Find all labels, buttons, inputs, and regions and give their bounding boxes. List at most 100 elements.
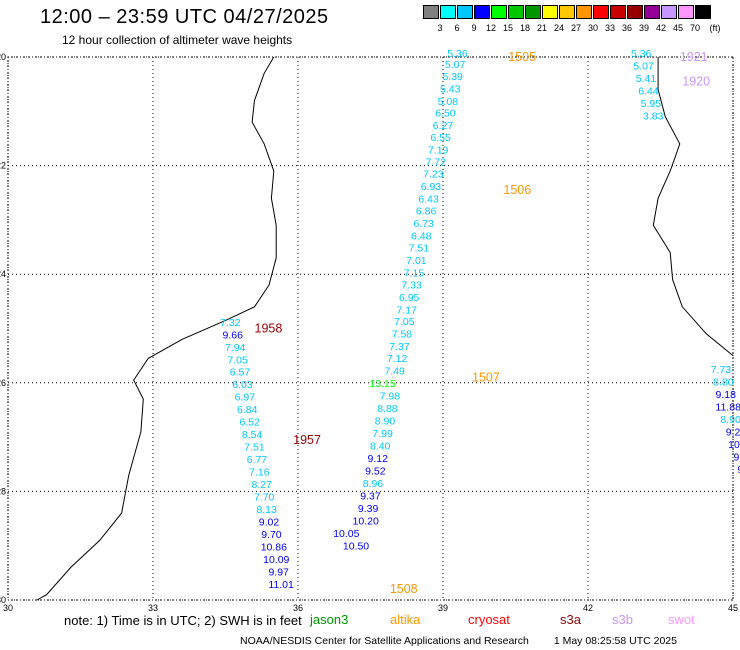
wave-height-label: 9.70 [261, 529, 282, 541]
longitude-tick-label: 30 [3, 603, 13, 613]
wave-height-label: 7.72 [426, 157, 447, 169]
legend-item-swot: swot [668, 612, 695, 627]
latitude-tick-label: -22 [0, 161, 6, 171]
colorbar-swatch [559, 5, 575, 19]
wave-height-label: 7.15 [404, 267, 425, 279]
legend-item-jason3: jason3 [310, 612, 349, 627]
pass-number-label: 1506 [503, 183, 531, 197]
wave-height-label: 9.66 [223, 329, 244, 341]
wave-height-label: 8.54 [242, 429, 263, 441]
wave-height-label: 8.40 [370, 441, 391, 453]
wave-height-label: 7.94 [225, 342, 246, 354]
colorbar-tick-label: 39 [638, 23, 649, 33]
pass-number-label: 1921 [680, 50, 708, 64]
longitude-tick-label: 45 [728, 603, 738, 613]
wave-height-label: 7.05 [394, 316, 415, 328]
longitude-tick-label: 33 [148, 603, 158, 613]
wave-height-label: 11.01 [268, 579, 294, 591]
wave-height-label: 7.01 [406, 255, 427, 267]
longitude-tick-label: 42 [583, 603, 593, 613]
wave-height-label: 5.43 [440, 83, 461, 95]
colorbar-swatch [440, 5, 456, 19]
wave-height-label: 8.96 [363, 478, 384, 490]
colorbar-swatch [576, 5, 592, 19]
wave-height-label: 8.13 [256, 504, 277, 516]
longitude-tick-label: 39 [438, 603, 448, 613]
wave-height-label: 6.57 [230, 367, 251, 379]
colorbar-swatch [423, 5, 439, 19]
wave-height-label: 7.73 [711, 364, 732, 376]
wave-height-label: 7.33 [401, 279, 422, 291]
wave-height-label: 10.50 [343, 541, 369, 553]
wave-height-label: 9.97 [268, 567, 289, 579]
wave-height-label: 7.98 [380, 391, 401, 403]
colorbar-swatch [695, 5, 711, 19]
wave-height-label: 10.05 [333, 528, 359, 540]
wave-height-label: 6.84 [237, 404, 258, 416]
wave-height-label: 9.12 [368, 453, 389, 465]
legend-item-cryosat: cryosat [468, 612, 510, 627]
colorbar-tick-label: 18 [519, 23, 530, 33]
wave-height-label: 7.12 [387, 353, 408, 365]
wave-height-label: 5.95 [641, 98, 662, 110]
note-text: note: 1) Time is in UTC; 2) SWH is in fe… [64, 613, 302, 628]
wave-height-label: 7.37 [389, 341, 410, 353]
colorbar-tick-label: 70 [689, 23, 700, 33]
colorbar-swatch [474, 5, 490, 19]
wave-height-label: 13.15 [369, 378, 395, 390]
wave-height-label: 5.07 [633, 60, 654, 72]
wave-height-label: 7.51 [409, 242, 430, 254]
colorbar-tick-label: 9 [471, 23, 477, 33]
wave-height-label: 5.07 [445, 59, 466, 71]
wave-height-label: 8.90 [720, 414, 740, 426]
wave-height-label: 5.41 [636, 73, 657, 85]
colorbar-tick-label: 33 [604, 23, 615, 33]
wave-height-label: 10.09 [263, 554, 289, 566]
pass-number-label: 1508 [390, 582, 418, 596]
madagascar-coastline [652, 57, 734, 356]
map-title: 12:00 – 23:59 UTC 04/27/2025 [40, 6, 329, 28]
wave-height-label: 7.32 [220, 317, 241, 329]
colorbar-tick-label: 3 [437, 23, 443, 33]
colorbar-swatch [627, 5, 643, 19]
wave-height-label: 6.55 [430, 132, 451, 144]
wave-height-label: 6.44 [638, 85, 659, 97]
wave-height-label: 8.90 [375, 416, 396, 428]
wave-height-label: 7.05 [227, 354, 248, 366]
colorbar-swatch [525, 5, 541, 19]
wave-height-label: 7.16 [249, 467, 270, 479]
legend-item-altika: altika [390, 612, 421, 627]
pass-number-label: 1507 [472, 370, 500, 384]
wave-height-label: 6.73 [413, 218, 434, 230]
wave-height-label: 6.93 [421, 181, 442, 193]
plot-frame [7, 56, 734, 601]
pass-number-label: 1505 [508, 50, 536, 64]
colorbar-swatch [508, 5, 524, 19]
wave-height-label: 6.03 [232, 379, 253, 391]
legend-item-s3a: s3a [560, 612, 581, 627]
wave-height-label: 10. [728, 439, 740, 451]
wave-height-label: 7.99 [372, 428, 393, 440]
wave-height-label: 10.86 [261, 542, 287, 554]
wave-height-label: 3.83 [643, 110, 664, 122]
wave-height-label: 8.27 [252, 479, 273, 491]
colorbar-tick-label: 6 [454, 23, 460, 33]
colorbar-tick-label: 15 [502, 23, 513, 33]
wave-height-label: 6.97 [235, 392, 256, 404]
colorbar-tick-label: 27 [570, 23, 581, 33]
wave-height-label: 6.43 [418, 194, 439, 206]
credits-text: NOAA/NESDIS Center for Satellite Applica… [240, 635, 529, 647]
wave-height-label: 5.36 [447, 48, 468, 60]
wave-height-label: 6.86 [416, 205, 437, 217]
wave-height-label: 9.18 [716, 389, 737, 401]
colorbar-swatch [644, 5, 660, 19]
colorbar-tick-label: 45 [672, 23, 683, 33]
wave-height-label: 7.49 [384, 366, 405, 378]
latitude-tick-label: -28 [0, 486, 6, 496]
latitude-tick-label: -26 [0, 378, 6, 388]
colorbar-tick-label: 42 [655, 23, 666, 33]
colorbar-tick-label: 36 [621, 23, 632, 33]
wave-height-label: 9.39 [358, 503, 379, 515]
wave-height-label: 9 [737, 464, 740, 476]
